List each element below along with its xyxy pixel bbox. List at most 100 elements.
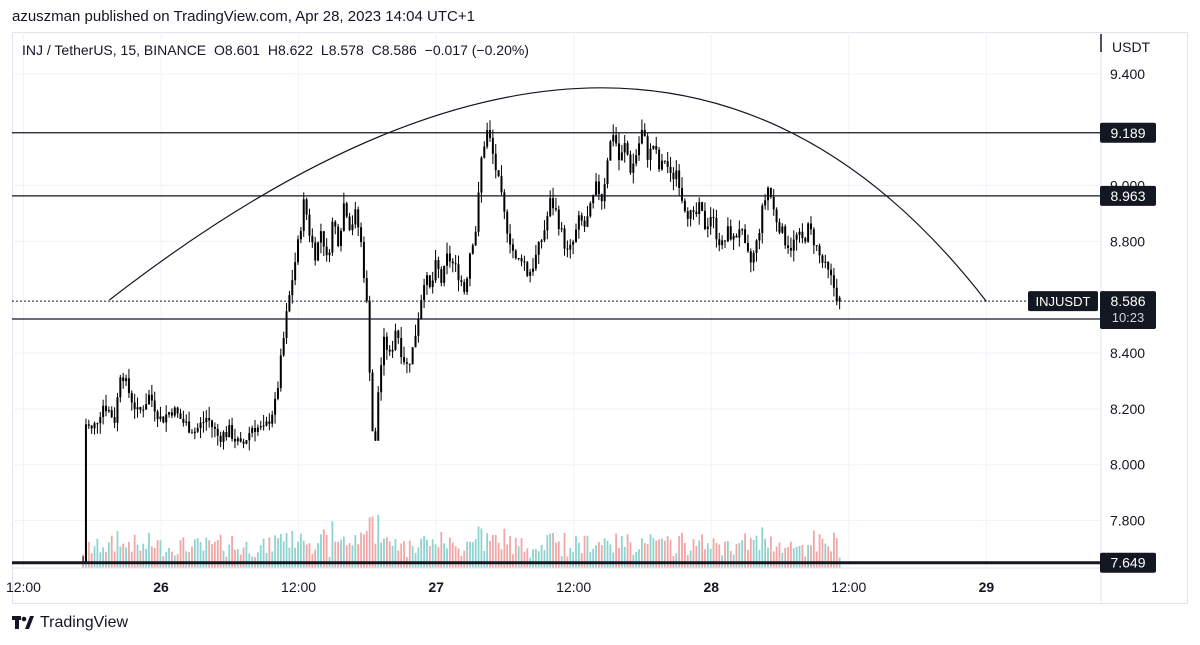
volume-bar xyxy=(641,538,643,568)
candle-body xyxy=(574,229,577,242)
candle-body xyxy=(236,438,239,442)
candle-body xyxy=(211,420,214,427)
candle-body xyxy=(84,424,87,563)
volume-bar xyxy=(388,541,391,568)
candle-body xyxy=(477,192,480,232)
candle-body xyxy=(612,135,615,142)
candle-body xyxy=(537,242,540,255)
tradingview-logo-icon xyxy=(12,616,34,629)
candle-body xyxy=(609,141,612,161)
volume-bar xyxy=(612,552,615,568)
candle-body xyxy=(339,230,342,246)
volume-bar xyxy=(426,539,428,568)
candle-body xyxy=(202,422,205,424)
candle-body xyxy=(543,230,546,241)
candle-body xyxy=(798,231,801,235)
candle-body xyxy=(681,187,684,201)
candle-body xyxy=(801,231,804,239)
volume-bar xyxy=(532,549,534,568)
volume-bar xyxy=(497,542,500,568)
volume-bar xyxy=(443,543,446,568)
candle-body xyxy=(365,278,368,301)
candle-body xyxy=(162,416,165,423)
horizontal-levels xyxy=(12,132,1101,565)
x-tick-label: 12:00 xyxy=(281,579,316,595)
x-tick-label: 28 xyxy=(703,579,719,595)
candle-body xyxy=(423,285,426,301)
volume-bar xyxy=(156,540,159,568)
candle-body xyxy=(446,253,449,266)
candle-body xyxy=(245,440,248,444)
candle-body xyxy=(328,252,331,256)
candle-body xyxy=(474,231,477,246)
candle-body xyxy=(351,224,354,231)
volume-bar xyxy=(810,545,812,568)
candle-body xyxy=(557,209,560,230)
volume-bar xyxy=(216,540,219,568)
candle-body xyxy=(526,262,529,276)
candle-body xyxy=(133,402,136,410)
candle-body xyxy=(251,428,254,433)
volume-bar xyxy=(764,538,767,568)
candle-body xyxy=(113,417,116,423)
candle-body xyxy=(285,311,288,339)
candle-body xyxy=(606,160,609,185)
volume-bar xyxy=(454,546,457,568)
volume-bar xyxy=(288,547,291,568)
volume-bar xyxy=(423,536,426,568)
volume-bar xyxy=(595,545,597,568)
candle-body xyxy=(208,417,211,421)
candle-body xyxy=(692,210,695,212)
volume-bar xyxy=(245,541,248,568)
candle-body xyxy=(672,172,675,180)
candle-body xyxy=(337,226,340,246)
candle-body xyxy=(294,262,297,281)
volume-bar xyxy=(569,548,572,568)
candle-body xyxy=(520,257,523,262)
volume-bar xyxy=(483,550,486,568)
volume-bar xyxy=(351,545,354,568)
legend-symbol: INJ / TetherUS, 15, BINANCE xyxy=(22,42,207,58)
level-label: 7.649 xyxy=(1110,555,1145,571)
y-tick-label: 8.000 xyxy=(1110,457,1145,473)
volume-bars xyxy=(82,498,841,568)
candle-body xyxy=(411,347,414,365)
footer-brand[interactable]: TradingView xyxy=(40,614,129,631)
level-label: 9.189 xyxy=(1110,125,1145,141)
candle-body xyxy=(471,245,474,254)
candle-body xyxy=(305,199,308,215)
candle-body xyxy=(686,211,689,219)
candle-body xyxy=(514,250,517,259)
volume-bar xyxy=(196,538,199,568)
x-tick-label: 26 xyxy=(153,579,169,595)
volume-bar xyxy=(420,538,423,568)
candle-body xyxy=(385,336,388,350)
candle-body xyxy=(669,166,672,173)
volume-bar xyxy=(363,534,365,568)
candle-body xyxy=(724,240,727,242)
volume-bar xyxy=(609,544,612,568)
candle-body xyxy=(752,252,755,263)
volume-bar xyxy=(159,540,162,568)
candle-body xyxy=(130,392,133,403)
volume-bar xyxy=(474,539,477,568)
candle-body xyxy=(583,220,586,227)
candle-body xyxy=(566,248,569,250)
candle-body xyxy=(830,269,833,276)
volume-bar xyxy=(133,534,136,568)
candle-body xyxy=(769,187,772,197)
axes xyxy=(12,32,1102,604)
volume-bar xyxy=(815,551,818,568)
volume-bar xyxy=(741,540,744,568)
volume-bar xyxy=(277,538,279,568)
volume-bar xyxy=(506,544,509,568)
candle-body xyxy=(368,300,371,373)
volume-bar xyxy=(712,538,715,568)
volume-bar xyxy=(294,547,297,568)
volume-bar xyxy=(259,545,262,568)
candle-body xyxy=(279,355,282,388)
volume-bar xyxy=(706,543,709,568)
symbol-badge xyxy=(1028,291,1098,312)
